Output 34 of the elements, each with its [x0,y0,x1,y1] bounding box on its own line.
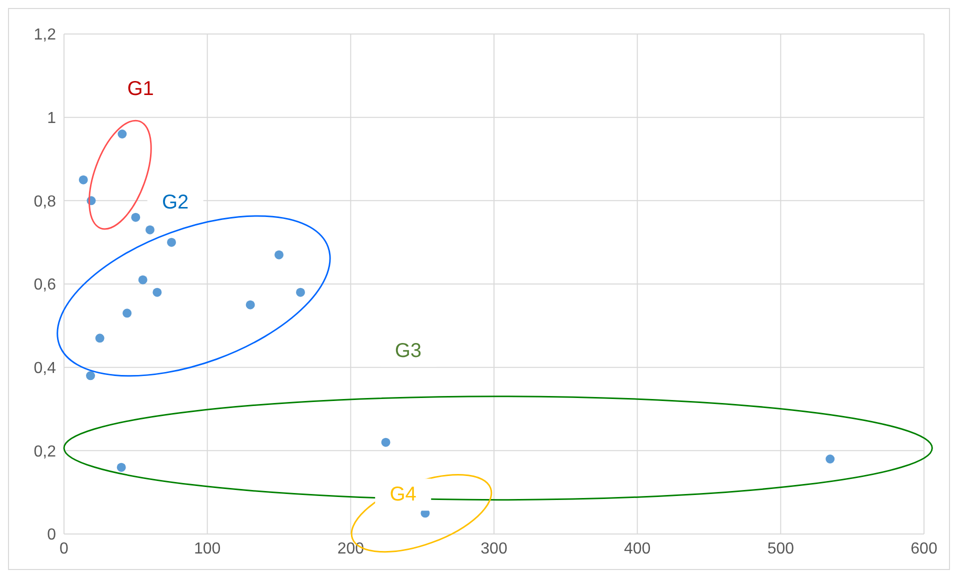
annotation: G1 [127,78,154,100]
point [131,212,140,222]
y-tick-label: 0,2 [34,443,56,460]
point [381,438,390,447]
y-tick-label: 0,8 [34,193,56,210]
y-tick-label: 1,2 [34,26,56,44]
x-tick-label: 100 [194,540,221,558]
x-tick-label: 600 [910,540,938,558]
point [246,300,255,310]
point [152,288,162,297]
point [95,334,104,343]
point [122,308,132,318]
point [78,175,88,184]
point [86,371,96,380]
x-tick-label: 300 [480,540,508,558]
annotation: G4 [390,484,416,506]
point [146,225,154,234]
point [116,462,126,472]
point [138,275,148,284]
point [826,454,835,464]
x-tick-label: 0 [60,540,69,558]
y-tick-label: 0 [47,526,56,544]
x-tick-label: 400 [624,540,651,558]
point [274,250,284,260]
annotation: G3 [394,340,422,362]
annotation: G2 [162,192,189,214]
y-tick-label: 0,6 [34,276,56,294]
y-tick-label: 1 [47,110,56,128]
y-tick-label: 0,4 [34,360,56,378]
point [118,130,127,138]
x-tick-label: 500 [767,540,794,558]
point [167,238,176,247]
x-tick-label: 200 [337,540,364,558]
point [296,288,305,297]
